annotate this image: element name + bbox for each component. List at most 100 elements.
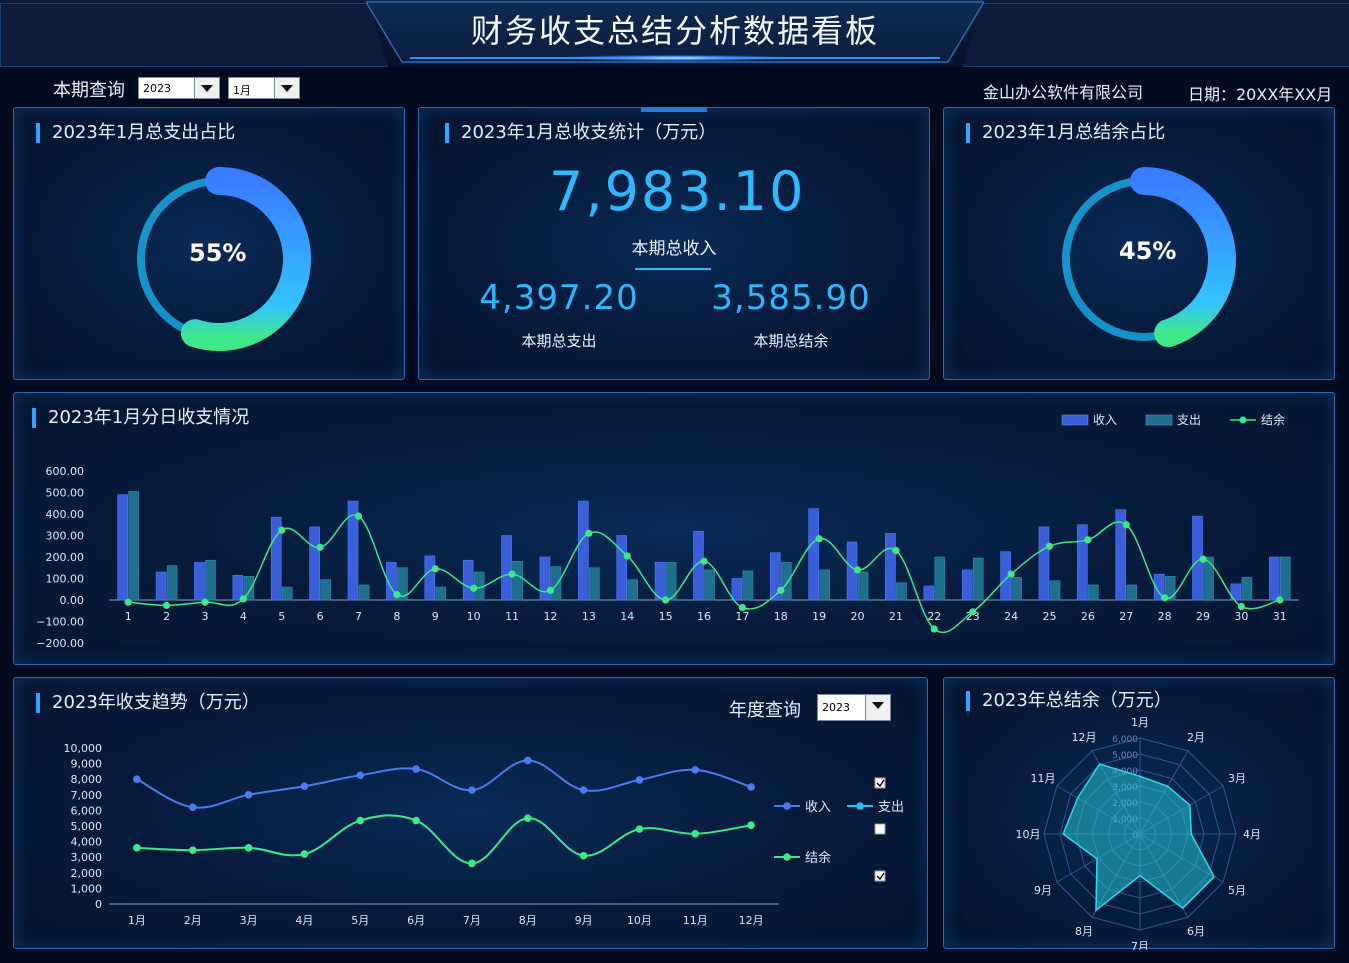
legend-swatch (1145, 414, 1173, 426)
point-balance (623, 552, 631, 560)
chevron-down-icon[interactable] (865, 695, 890, 720)
trend-panel: 2023年收支趋势（万元） 年度查询 2023 10,000 9,000 8,000… (13, 677, 928, 949)
x-tick-label: 21 (889, 610, 903, 623)
x-tick-label: 5月 (351, 914, 369, 927)
bar-expense (665, 562, 677, 601)
bar-expense (1203, 556, 1214, 601)
line-income (136, 759, 752, 809)
point-balance (691, 830, 700, 838)
x-tick-label: 9 (432, 610, 439, 623)
year-select[interactable]: 2023 (138, 77, 220, 99)
point-income (412, 765, 420, 773)
x-tick-label: 11 (505, 610, 519, 623)
bar-expense (819, 569, 830, 601)
x-tick-label: 17 (735, 610, 749, 623)
bar-income (155, 571, 167, 601)
legend-marker (1239, 416, 1247, 424)
daily-title: 2023年1月分日收支情况 (32, 408, 249, 428)
chevron-down-icon[interactable] (194, 78, 219, 98)
radar-category-label: 12月 (1072, 731, 1097, 744)
point-income (579, 786, 588, 794)
balance-ratio-panel: 2023年1月总结余占比 45% (943, 107, 1335, 380)
x-tick-label: 16 (697, 610, 711, 623)
x-tick-label: 6月 (407, 914, 425, 927)
bar-expense (1164, 576, 1176, 601)
y-tick-label: 0.00 (60, 594, 85, 607)
line-balance (136, 814, 752, 865)
trend-year-value: 2023 (822, 701, 850, 714)
y-tick-label: 600.00 (46, 465, 85, 478)
x-tick-label: 5 (278, 610, 285, 623)
point-income (747, 783, 755, 791)
bar-income (885, 533, 896, 601)
x-tick-label: 7月 (463, 914, 481, 927)
balance-ratio-arc (1130, 167, 1236, 348)
bar-income (424, 555, 436, 601)
bar-income (654, 562, 666, 601)
legend-checkbox (874, 823, 886, 835)
point-income (635, 776, 644, 784)
point-balance (1199, 555, 1207, 563)
bar-income (1153, 573, 1165, 601)
point-balance (662, 596, 670, 604)
total-income-label: 本期总收入 (631, 239, 717, 259)
legend-checkbox (874, 777, 886, 789)
bar-expense (205, 559, 216, 601)
x-tick-label: 15 (659, 610, 673, 623)
point-balance (1161, 594, 1169, 602)
y-tick-label: 100.00 (46, 573, 85, 586)
point-balance (201, 598, 209, 606)
point-balance (546, 586, 555, 594)
x-tick-label: 2月 (184, 914, 202, 927)
total-expense-value: 4,397.20 (479, 278, 639, 318)
bar-expense (627, 579, 639, 601)
bar-income (232, 574, 244, 601)
legend-label: 结余 (1261, 412, 1285, 427)
company-name: 金山办公软件有限公司 (983, 83, 1144, 102)
radar-chart: 1月2月3月4月5月6月7月8月9月10月11月12月01,0002,0003,… (1016, 716, 1262, 950)
bar-expense (857, 571, 869, 601)
bar-income (1115, 509, 1127, 601)
x-tick-label: 4 (240, 610, 247, 623)
point-balance (356, 816, 365, 825)
bar-income (731, 578, 743, 601)
total-balance-value: 3,585.90 (711, 278, 871, 318)
point-balance (508, 570, 516, 578)
bar-expense (243, 576, 255, 601)
point-income (300, 782, 309, 791)
point-balance (1007, 570, 1015, 578)
x-tick-label: 24 (1004, 610, 1018, 623)
x-tick-label: 18 (774, 610, 788, 623)
x-tick-label: 1 (125, 610, 132, 623)
radar-category-label: 2月 (1187, 731, 1205, 744)
bar-income (117, 494, 128, 601)
x-tick-label: 3月 (240, 914, 258, 927)
point-income (468, 786, 476, 794)
bar-expense (166, 565, 178, 601)
bar-income (693, 530, 704, 601)
month-select[interactable]: 1月 (228, 77, 300, 99)
period-query-label: 本期查询 (53, 80, 125, 101)
x-tick-label: 7 (355, 610, 362, 623)
trend-year-select[interactable]: 2023 (817, 694, 891, 721)
total-expense-label: 本期总支出 (521, 332, 597, 350)
x-tick-label: 4月 (295, 914, 313, 927)
point-balance (747, 821, 755, 830)
y-tick-label: 4,000 (71, 836, 103, 849)
total-balance-label: 本期总结余 (753, 332, 829, 350)
x-tick-label: 13 (582, 610, 596, 623)
x-tick-label: 29 (1196, 610, 1210, 623)
bar-income (347, 500, 359, 601)
divider (635, 268, 711, 270)
radar-category-label: 11月 (1031, 772, 1056, 785)
point-balance (579, 851, 588, 860)
x-tick-label: 27 (1119, 610, 1133, 623)
x-tick-label: 19 (812, 610, 826, 623)
y-tick-label: 6,000 (71, 804, 103, 817)
bar-expense (128, 491, 139, 601)
chevron-down-icon[interactable] (274, 78, 299, 98)
bar-income (386, 562, 397, 601)
point-balance (853, 566, 862, 574)
x-tick-label: 30 (1234, 610, 1248, 623)
x-tick-label: 28 (1158, 610, 1172, 623)
